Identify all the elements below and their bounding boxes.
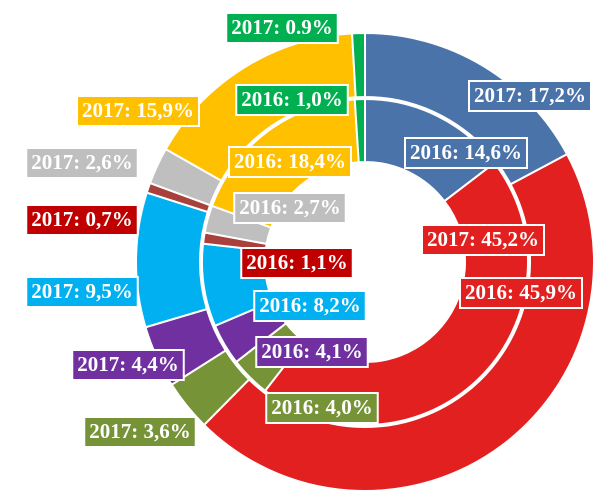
data-label-text: 2017: 3,6% bbox=[89, 419, 191, 443]
data-label: 2016: 14,6% bbox=[404, 137, 528, 169]
data-label-text: 2017: 15,9% bbox=[82, 98, 194, 122]
data-label-box bbox=[255, 336, 369, 368]
data-label: 2017: 15,9% bbox=[76, 95, 200, 127]
data-label: 2017: 17,2% bbox=[468, 80, 592, 112]
data-label: 2016: 4,0% bbox=[265, 392, 379, 424]
data-label: 2016: 2,7% bbox=[233, 192, 347, 224]
data-label-box bbox=[265, 392, 379, 424]
data-label-box bbox=[228, 146, 352, 178]
data-label: 2017: 3,6% bbox=[83, 416, 197, 448]
data-label-box bbox=[468, 80, 592, 112]
data-label: 2017: 4,4% bbox=[71, 349, 185, 381]
data-label-text: 2017: 0.9% bbox=[231, 15, 333, 39]
data-label-box bbox=[459, 277, 583, 309]
data-label: 2016: 1,0% bbox=[235, 84, 349, 116]
data-label: 2017: 45,2% bbox=[421, 224, 545, 256]
data-label-text: 2016: 4,0% bbox=[271, 395, 373, 419]
data-label-text: 2016: 4,1% bbox=[261, 339, 363, 363]
data-label-box bbox=[240, 247, 354, 279]
data-label-text: 2017: 45,2% bbox=[427, 227, 539, 251]
data-label-box bbox=[421, 224, 545, 256]
data-label: 2016: 45,9% bbox=[459, 277, 583, 309]
data-label-text: 2017: 9,5% bbox=[31, 279, 133, 303]
data-label-box bbox=[25, 204, 139, 236]
data-label-box bbox=[25, 147, 139, 179]
data-label-box bbox=[83, 416, 197, 448]
data-label-box bbox=[25, 276, 139, 308]
data-label-text: 2016: 1,0% bbox=[241, 87, 343, 111]
data-label-text: 2016: 2,7% bbox=[239, 195, 341, 219]
data-label-box bbox=[235, 84, 349, 116]
donut-slice bbox=[135, 191, 210, 329]
data-label-box bbox=[225, 12, 339, 44]
data-label-text: 2017: 4,4% bbox=[77, 352, 179, 376]
data-label-text: 2017: 2,6% bbox=[31, 150, 133, 174]
data-label-text: 2017: 0,7% bbox=[31, 207, 133, 231]
data-label-text: 2016: 8,2% bbox=[259, 293, 361, 317]
data-label-text: 2016: 1,1% bbox=[246, 250, 348, 274]
data-label-box bbox=[253, 290, 367, 322]
data-label: 2017: 0,7% bbox=[25, 204, 139, 236]
donut-slice bbox=[202, 152, 596, 492]
data-label-box bbox=[404, 137, 528, 169]
data-label-box bbox=[76, 95, 200, 127]
data-label-text: 2016: 45,9% bbox=[465, 280, 577, 304]
data-label-box bbox=[233, 192, 347, 224]
data-label: 2016: 18,4% bbox=[228, 146, 352, 178]
data-label-box bbox=[71, 349, 185, 381]
donut-slice bbox=[351, 31, 366, 99]
data-label: 2017: 9,5% bbox=[25, 276, 139, 308]
donut-slice bbox=[353, 97, 366, 164]
data-label: 2017: 2,6% bbox=[25, 147, 139, 179]
data-label: 2017: 0.9% bbox=[225, 12, 339, 44]
data-label: 2016: 4,1% bbox=[255, 336, 369, 368]
data-label: 2016: 1,1% bbox=[240, 247, 354, 279]
data-label: 2016: 8,2% bbox=[253, 290, 367, 322]
data-label-text: 2017: 17,2% bbox=[474, 83, 586, 107]
data-label-text: 2016: 14,6% bbox=[410, 140, 522, 164]
data-label-text: 2016: 18,4% bbox=[234, 149, 346, 173]
